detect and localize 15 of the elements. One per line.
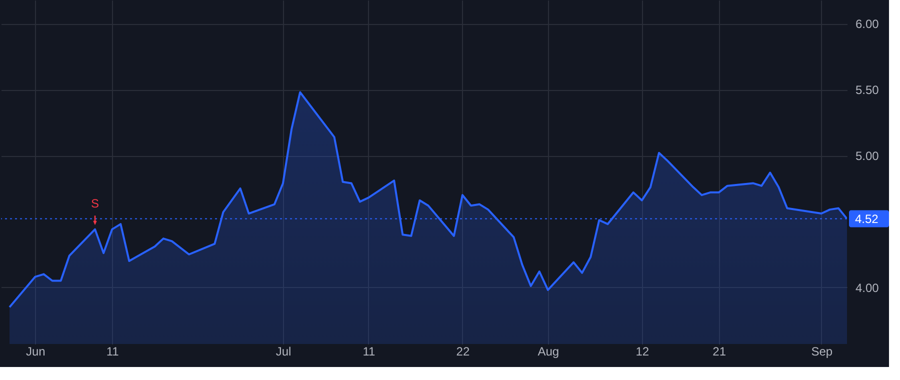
y-tick-label: 5.00 [856, 149, 880, 164]
x-tick-label: 11 [106, 344, 120, 358]
x-tick-label: Jul [276, 344, 292, 358]
y-tick-label: 5.50 [856, 83, 880, 98]
x-tick-label: 21 [712, 344, 726, 358]
x-tick-label: 12 [636, 344, 650, 358]
x-tick-label: Aug [538, 344, 560, 358]
y-tick-label: 6.00 [856, 17, 880, 32]
x-tick-label: 11 [362, 344, 376, 358]
annotation: S [90, 196, 100, 210]
y-tick-label: 4.00 [856, 280, 880, 295]
ref-line-label: 4.52 [855, 212, 879, 226]
x-tick-label: Jun [26, 344, 46, 358]
x-tick-label: 22 [456, 344, 470, 358]
x-tick-label: Sep [811, 344, 833, 358]
